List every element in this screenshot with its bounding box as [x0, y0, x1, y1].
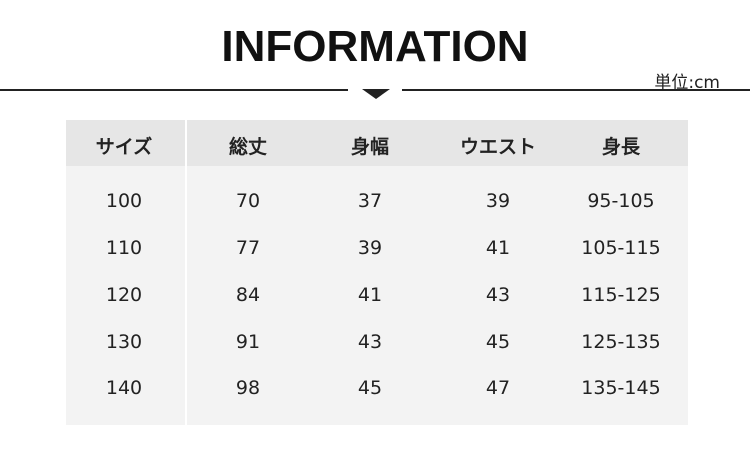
- table-cell: 98: [235, 377, 261, 399]
- table-cell: 135-145: [581, 377, 661, 399]
- table-cell: 84: [235, 284, 261, 306]
- table-cell: 125-135: [581, 331, 661, 353]
- table-cell: 43: [357, 331, 383, 353]
- table-cell: 70: [235, 190, 261, 212]
- size-cell: 120: [105, 284, 143, 306]
- table-cell: 39: [485, 190, 511, 212]
- table-header: [66, 120, 688, 166]
- column-separator: [185, 120, 187, 425]
- size-cell: 130: [105, 331, 143, 353]
- column-header: 身長: [601, 136, 640, 158]
- divider-left: [0, 89, 348, 91]
- size-cell: 110: [105, 237, 143, 259]
- table-cell: 105-115: [581, 237, 661, 259]
- column-header: ウエスト: [459, 136, 536, 158]
- triangle-down-icon: [362, 89, 390, 99]
- divider-right: [402, 89, 750, 91]
- size-table: サイズ 総丈 身幅 ウエスト 身長 100 70 37 39 95-105 110 77 39 41 105…: [66, 120, 688, 425]
- table-cell: 91: [235, 331, 261, 353]
- page-title: INFORMATION: [221, 22, 529, 71]
- table-cell: 45: [485, 331, 511, 353]
- table-cell: 43: [485, 284, 511, 306]
- table-cell: 41: [485, 237, 511, 259]
- column-header: 身幅: [350, 136, 389, 158]
- table-cell: 39: [357, 237, 383, 259]
- size-cell: 100: [105, 190, 143, 212]
- size-cell: 140: [105, 377, 143, 399]
- table-cell: 115-125: [581, 284, 661, 306]
- table-cell: 77: [235, 237, 261, 259]
- table-cell: 45: [357, 377, 383, 399]
- table-cell: 41: [357, 284, 383, 306]
- unit-label: 単位:cm: [654, 73, 720, 93]
- table-cell: 47: [485, 377, 511, 399]
- column-header: 総丈: [228, 136, 267, 158]
- column-header: サイズ: [95, 136, 153, 158]
- table-cell: 37: [357, 190, 383, 212]
- table-cell: 95-105: [587, 190, 655, 212]
